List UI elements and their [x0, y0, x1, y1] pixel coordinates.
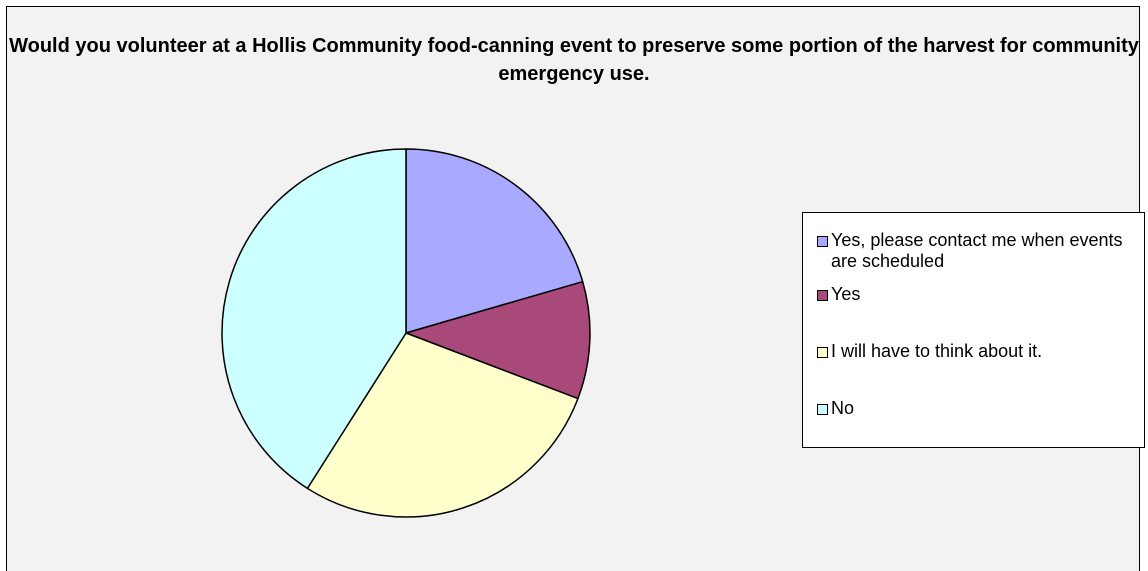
legend-swatch [817, 347, 828, 358]
legend-swatch [817, 404, 828, 415]
legend-swatch [817, 290, 828, 301]
legend-label: I will have to think about it. [831, 341, 1043, 361]
legend-label: No [831, 398, 855, 418]
legend-label: Yes, please contact me when events are s… [831, 230, 1123, 271]
legend-item-yes: Yes [817, 284, 1137, 305]
legend-label: Yes [831, 284, 861, 304]
pie-slice-i-will-have-to-think-about-it [306, 332, 579, 518]
legend-item-yes-contact: Yes, please contact me when events are s… [817, 230, 1137, 272]
pie-slice-yes [405, 280, 591, 400]
legend-item-think-about-it: I will have to think about it. [817, 341, 1137, 362]
pie-slice-no [221, 148, 407, 490]
legend-item-no: No [817, 398, 1137, 419]
pie-slice-yes-please-contact-me-when-events-are-scheduled [405, 148, 584, 334]
legend-swatch [817, 236, 828, 247]
chart-legend: Yes, please contact me when events are s… [802, 212, 1145, 448]
chart-title: Would you volunteer at a Hollis Communit… [9, 35, 1139, 85]
